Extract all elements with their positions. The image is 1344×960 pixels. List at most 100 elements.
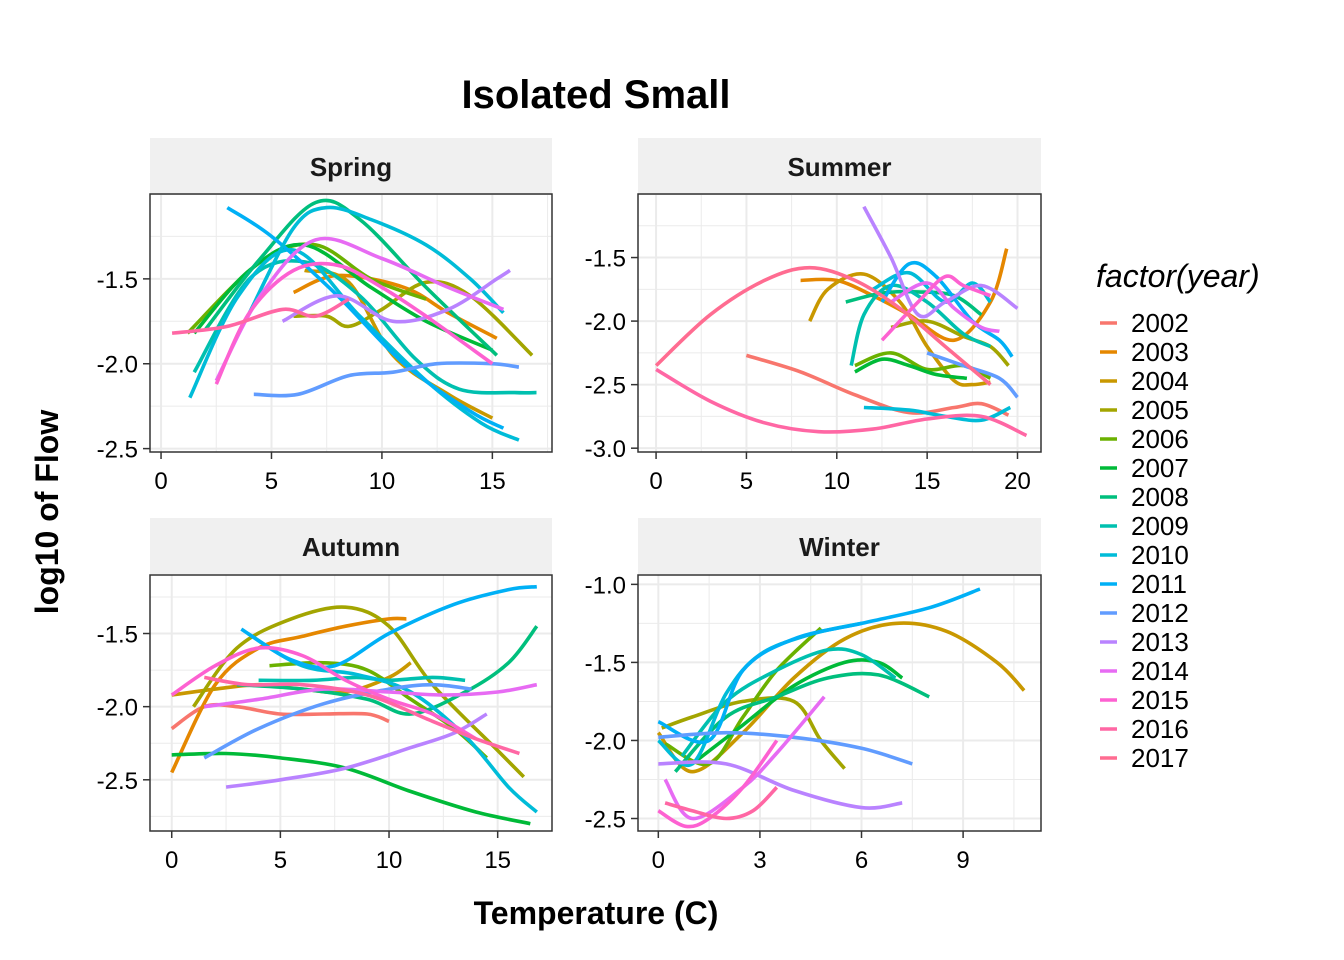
x-tick-label: 5 xyxy=(740,468,753,495)
legend-item-2004: 2004 xyxy=(1100,366,1189,396)
legend-item-2006: 2006 xyxy=(1100,424,1189,454)
legend-item-2005: 2005 xyxy=(1100,395,1189,425)
series-line-2008 xyxy=(845,289,983,317)
x-tick-label: 15 xyxy=(914,468,941,495)
legend-label: 2006 xyxy=(1131,424,1189,454)
strip-label-winter: Winter xyxy=(799,532,880,562)
legend-item-2003: 2003 xyxy=(1100,337,1189,367)
series-line-2016 xyxy=(655,367,1028,438)
series-line-2012 xyxy=(658,730,913,766)
series-lines-spring xyxy=(171,198,537,442)
series-line-2008 xyxy=(673,671,930,773)
x-tick-label: 6 xyxy=(855,847,868,874)
legend-label: 2009 xyxy=(1131,511,1189,541)
strip-autumn xyxy=(150,518,552,574)
x-tick-label: 3 xyxy=(753,847,766,874)
series-line-2017 xyxy=(654,265,992,386)
panel-spring: Spring 0 5 10 15 -2.5 -2.0 -1.5 xyxy=(97,138,553,495)
y-tick-label: -1.5 xyxy=(97,267,138,294)
strip-label-spring: Spring xyxy=(310,152,392,182)
legend-title: factor(year) xyxy=(1096,258,1260,294)
y-tick-label: -2.5 xyxy=(585,807,626,834)
legend-label: 2012 xyxy=(1131,598,1189,628)
strip-summer xyxy=(638,138,1041,194)
series-line-2011b xyxy=(247,205,505,315)
series-line-2011 xyxy=(657,587,981,745)
y-tick-label: -2.0 xyxy=(97,695,138,722)
y-tick-label: -1.5 xyxy=(97,622,138,649)
y-tick-label: -2.5 xyxy=(97,437,138,464)
series-line-2004 xyxy=(808,272,991,387)
series-line-2011 xyxy=(226,206,505,430)
legend-label: 2015 xyxy=(1131,685,1189,715)
legend-item-2015: 2015 xyxy=(1100,685,1189,715)
legend-item-2007: 2007 xyxy=(1100,453,1189,483)
series-lines-winter xyxy=(656,587,1026,829)
series-line-2014 xyxy=(890,281,1000,334)
series-line-2014 xyxy=(204,682,538,709)
series-line-2016 xyxy=(171,297,350,335)
legend-item-2012: 2012 xyxy=(1100,598,1189,628)
legend-item-2016: 2016 xyxy=(1100,714,1189,744)
series-line-2008 xyxy=(236,625,539,716)
legend-item-2013: 2013 xyxy=(1100,627,1189,657)
chart-title: Isolated Small xyxy=(462,73,731,117)
legend-label: 2007 xyxy=(1131,453,1189,483)
legend-item-2014: 2014 xyxy=(1100,656,1189,686)
series-line-2009 xyxy=(258,675,466,683)
x-tick-label: 15 xyxy=(479,468,506,495)
legend-label: 2016 xyxy=(1131,714,1189,744)
x-tick-label: 9 xyxy=(956,847,969,874)
legend-item-2017: 2017 xyxy=(1100,743,1189,773)
grid-autumn xyxy=(150,575,553,831)
y-tick-label: -1.5 xyxy=(585,650,626,677)
y-tick-label: -2.0 xyxy=(585,728,626,755)
series-line-2011 xyxy=(240,584,537,670)
series-line-2012 xyxy=(926,351,1019,399)
series-line-2013 xyxy=(658,760,903,810)
panel-summer: Summer 0 5 10 15 20 -3.0 -2.5 -2.0 -1.5 xyxy=(585,138,1042,495)
series-line-2006 xyxy=(664,626,823,767)
facet-panels: Spring 0 5 10 15 -2.5 -2.0 -1.5 Summer 0 5 10 15 20 -3… xyxy=(97,138,1042,874)
x-tick-label: 0 xyxy=(154,468,167,495)
panel-border-winter xyxy=(637,574,1042,832)
x-tick-label: 15 xyxy=(484,847,511,874)
legend-label: 2008 xyxy=(1131,482,1189,512)
panel-border-spring xyxy=(149,193,553,453)
panel-winter: Winter 0 3 6 9 -2.5 -2.0 -1.5 -1.0 xyxy=(585,518,1042,874)
series-line-2013 xyxy=(281,268,511,324)
y-tick-label: -3.0 xyxy=(585,436,626,463)
legend-label: 2005 xyxy=(1131,395,1189,425)
series-line-2016 xyxy=(203,675,520,756)
panel-border-autumn xyxy=(149,574,553,832)
x-tick-label: 0 xyxy=(652,847,665,874)
legend-label: 2011 xyxy=(1131,569,1187,599)
legend-item-2002: 2002 xyxy=(1100,308,1189,338)
x-tick-label: 10 xyxy=(376,847,403,874)
series-line-2002 xyxy=(745,353,1010,417)
y-tick-label: -2.0 xyxy=(585,309,626,336)
strip-label-autumn: Autumn xyxy=(302,532,400,562)
legend-label: 2004 xyxy=(1131,366,1189,396)
y-tick-label: -1.0 xyxy=(585,572,626,599)
legend-label: 2014 xyxy=(1131,656,1189,686)
series-line-2016 xyxy=(664,786,779,821)
x-tick-label: 20 xyxy=(1004,468,1031,495)
series-lines-summer xyxy=(654,205,1028,438)
legend-label: 2017 xyxy=(1131,743,1189,773)
legend-label: 2002 xyxy=(1131,308,1189,338)
legend-label: 2010 xyxy=(1131,540,1189,570)
legend-item-2008: 2008 xyxy=(1100,482,1189,512)
series-line-2008 xyxy=(203,198,499,357)
legend-label: 2003 xyxy=(1131,337,1189,367)
series-line-2012 xyxy=(203,682,472,760)
series-lines-autumn xyxy=(170,584,539,826)
strip-label-summer: Summer xyxy=(787,152,891,182)
legend-item-2011: 2011 xyxy=(1100,569,1187,599)
y-tick-label: -1.5 xyxy=(585,246,626,273)
legend-item-2010: 2010 xyxy=(1100,540,1189,570)
x-tick-label: 5 xyxy=(274,847,287,874)
strip-spring xyxy=(150,138,552,194)
series-line-2015 xyxy=(170,645,477,741)
